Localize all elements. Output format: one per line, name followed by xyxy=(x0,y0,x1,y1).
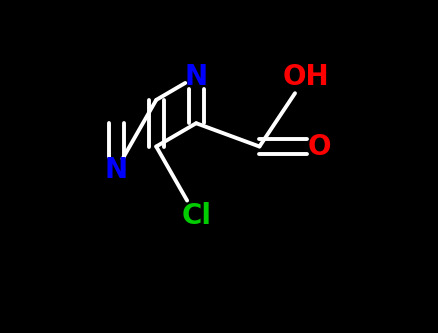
Text: Cl: Cl xyxy=(181,202,211,230)
Text: N: N xyxy=(105,156,127,184)
Text: OH: OH xyxy=(282,63,328,91)
Text: O: O xyxy=(307,133,330,161)
Text: N: N xyxy=(184,63,207,91)
